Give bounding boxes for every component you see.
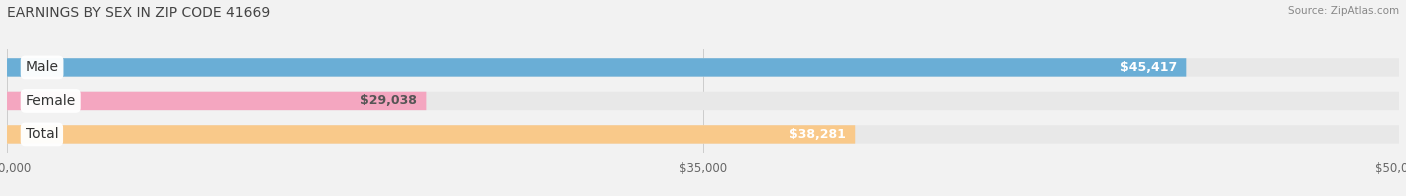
FancyBboxPatch shape bbox=[7, 92, 426, 110]
FancyBboxPatch shape bbox=[7, 125, 855, 144]
Text: $38,281: $38,281 bbox=[789, 128, 846, 141]
Text: Male: Male bbox=[25, 60, 59, 74]
Text: $29,038: $29,038 bbox=[360, 94, 418, 107]
FancyBboxPatch shape bbox=[7, 58, 1399, 77]
Text: Total: Total bbox=[25, 127, 58, 142]
Text: Female: Female bbox=[25, 94, 76, 108]
Text: $45,417: $45,417 bbox=[1119, 61, 1177, 74]
Text: Source: ZipAtlas.com: Source: ZipAtlas.com bbox=[1288, 6, 1399, 16]
FancyBboxPatch shape bbox=[7, 58, 1187, 77]
Text: EARNINGS BY SEX IN ZIP CODE 41669: EARNINGS BY SEX IN ZIP CODE 41669 bbox=[7, 6, 270, 20]
FancyBboxPatch shape bbox=[7, 125, 1399, 144]
FancyBboxPatch shape bbox=[7, 92, 1399, 110]
